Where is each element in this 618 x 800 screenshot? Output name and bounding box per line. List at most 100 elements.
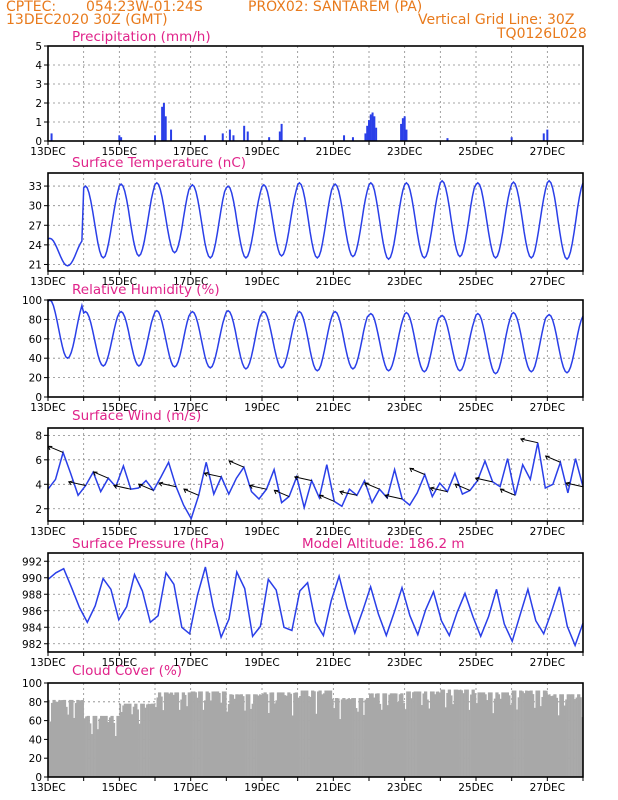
y-tick-label: 40 bbox=[29, 353, 42, 365]
cloud-bar bbox=[260, 694, 263, 777]
cloud-bar bbox=[468, 709, 471, 777]
panel-frame bbox=[47, 172, 584, 272]
x-tick-label: 15DEC bbox=[102, 526, 137, 538]
cloud-bar bbox=[395, 693, 398, 777]
y-tick-label: 0 bbox=[35, 136, 42, 148]
cloud-bar bbox=[331, 698, 334, 777]
precip-bar bbox=[246, 131, 249, 141]
cloud-bar bbox=[578, 694, 581, 777]
x-tick-label: 13DEC bbox=[30, 526, 65, 538]
cloud-bar bbox=[373, 697, 376, 777]
cloud-bar bbox=[410, 698, 413, 777]
cloud-bar bbox=[523, 693, 526, 777]
cloud-bar bbox=[377, 693, 380, 777]
cloud-bar bbox=[339, 719, 342, 777]
precip-bar bbox=[228, 129, 231, 141]
x-tick-label: 13DEC bbox=[30, 782, 65, 794]
cloud-bar bbox=[111, 715, 114, 777]
cloud-bar bbox=[296, 692, 298, 777]
pressure-panel: Surface Pressure (hPa) Model Altitude: 18… bbox=[22, 536, 584, 669]
wind-speed-line bbox=[47, 442, 584, 521]
wind-arrow-head bbox=[248, 484, 254, 489]
x-tick-label: 25DEC bbox=[458, 782, 493, 794]
cloud-bar bbox=[380, 709, 383, 777]
cloud-bar bbox=[201, 691, 203, 777]
cloud-bar bbox=[59, 700, 62, 777]
cloud-bar bbox=[117, 715, 120, 777]
cloud-bar bbox=[507, 692, 509, 777]
x-tick-label: 19DEC bbox=[244, 526, 279, 538]
panel-frame bbox=[47, 45, 584, 142]
cloud-bar bbox=[257, 695, 260, 777]
cloud-bar bbox=[383, 693, 386, 777]
y-tick-label: 0 bbox=[35, 772, 42, 784]
cloud-bar bbox=[91, 734, 93, 777]
precip-bar bbox=[373, 116, 376, 141]
cloud-bar bbox=[548, 694, 551, 777]
wind-arrow-head bbox=[339, 490, 345, 496]
cloud-bar bbox=[104, 715, 107, 777]
cloud-bar bbox=[464, 689, 466, 777]
x-tick-label: 17DEC bbox=[173, 657, 208, 669]
x-tick-label: 25DEC bbox=[458, 526, 493, 538]
cloud-bar bbox=[241, 694, 243, 777]
cloud-bar bbox=[572, 694, 575, 777]
cloud-bar bbox=[400, 693, 402, 777]
cloud-bar bbox=[477, 692, 480, 777]
cloud-bar bbox=[88, 715, 90, 777]
cloud-bar bbox=[56, 701, 59, 777]
cloud-bar bbox=[129, 703, 132, 777]
cloud-bar bbox=[102, 715, 105, 777]
cloud-bar bbox=[236, 694, 239, 777]
cloud-bar bbox=[336, 698, 339, 777]
cloud-bar bbox=[349, 699, 352, 777]
cloud-bar bbox=[418, 691, 420, 777]
wind-arrow-head bbox=[158, 481, 164, 487]
cloud-bar bbox=[65, 706, 68, 777]
cloud-bar bbox=[311, 690, 313, 777]
y-tick-label: 60 bbox=[29, 716, 42, 728]
cloud-bar bbox=[369, 693, 371, 777]
precip-bar bbox=[368, 120, 370, 141]
x-tick-label: 21DEC bbox=[316, 276, 351, 288]
precip-bar bbox=[161, 106, 164, 141]
cloud-bar bbox=[343, 698, 346, 777]
cloud-bar bbox=[449, 689, 452, 777]
cloud-bar bbox=[122, 705, 125, 777]
cloud-bar bbox=[525, 690, 527, 777]
cloud-bar bbox=[215, 691, 218, 777]
cloud-bar bbox=[290, 693, 293, 777]
cloud-bar bbox=[123, 703, 126, 777]
cloud-bar bbox=[403, 703, 405, 777]
cloud-bar bbox=[423, 691, 426, 777]
cloud-bar bbox=[297, 697, 300, 777]
cloud-bar bbox=[140, 703, 142, 777]
cloud-bar bbox=[493, 698, 496, 777]
cloud-bar bbox=[348, 698, 350, 777]
x-tick-label: 23DEC bbox=[387, 782, 422, 794]
precip-bar bbox=[343, 135, 346, 141]
cloud-bar bbox=[385, 693, 388, 777]
cloud-bar bbox=[516, 709, 518, 777]
cloud-bar bbox=[337, 698, 340, 777]
cloud-bar bbox=[126, 703, 129, 777]
cloud-bar bbox=[382, 693, 385, 777]
cloud-bar bbox=[202, 709, 205, 777]
x-tick-label: 19DEC bbox=[244, 782, 279, 794]
wind-arrow-head bbox=[67, 480, 73, 486]
cloud-bar bbox=[175, 692, 178, 777]
cloud-bar bbox=[73, 717, 76, 777]
y-tick-label: 100 bbox=[22, 678, 42, 690]
cloud-bar bbox=[333, 708, 336, 777]
cloud-bar bbox=[376, 693, 379, 777]
cloud-bar bbox=[498, 694, 501, 777]
cloud-bar bbox=[554, 694, 557, 777]
cloud-bar bbox=[435, 691, 438, 777]
cloud-bar bbox=[211, 691, 214, 777]
cloud-bar bbox=[135, 703, 138, 777]
cloud-bar bbox=[221, 691, 224, 777]
cloud-bar bbox=[530, 690, 533, 777]
cloud-bar bbox=[152, 703, 154, 777]
cloud-bar bbox=[446, 692, 449, 777]
cloud-bar bbox=[505, 692, 508, 777]
